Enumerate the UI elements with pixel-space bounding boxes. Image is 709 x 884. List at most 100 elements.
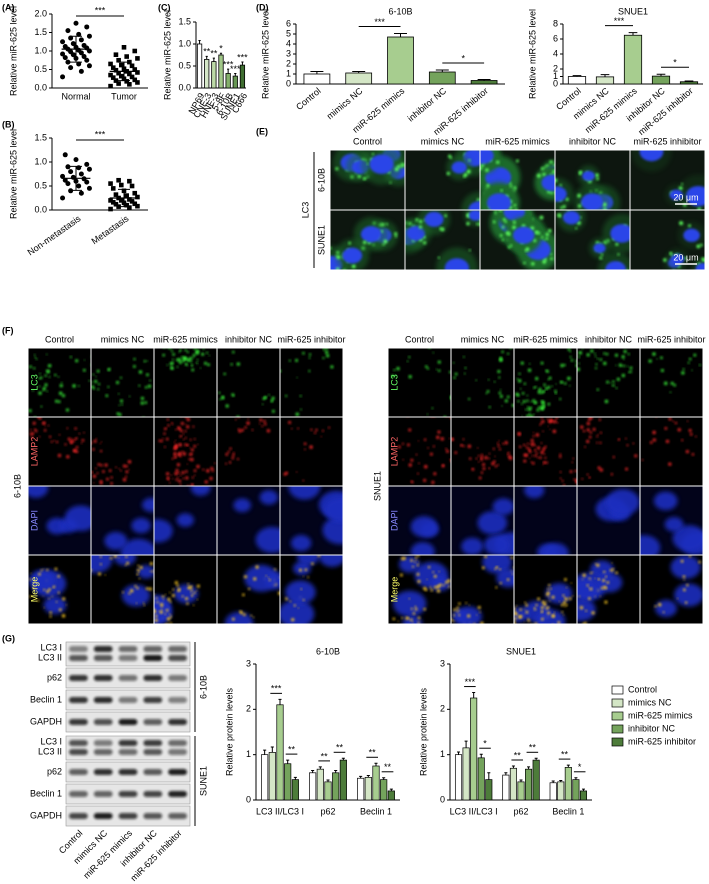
puncta bbox=[104, 463, 108, 467]
puncta bbox=[297, 427, 300, 430]
puncta bbox=[549, 428, 551, 431]
puncta bbox=[501, 225, 505, 229]
puncta bbox=[418, 225, 423, 229]
puncta bbox=[270, 400, 273, 403]
error-bar bbox=[566, 764, 570, 768]
error-bar bbox=[472, 692, 476, 698]
puncta bbox=[414, 556, 417, 558]
puncta bbox=[499, 568, 502, 571]
puncta bbox=[582, 429, 586, 433]
puncta bbox=[545, 634, 548, 637]
puncta bbox=[546, 588, 549, 591]
puncta bbox=[681, 371, 685, 375]
puncta bbox=[231, 634, 233, 636]
puncta bbox=[266, 429, 271, 433]
y-tick-label: 0 bbox=[286, 78, 291, 88]
y-tick-label: 0.0 bbox=[34, 82, 47, 92]
y-tick-label: 6 bbox=[286, 18, 291, 28]
puncta bbox=[119, 469, 122, 472]
puncta bbox=[669, 251, 673, 255]
puncta bbox=[547, 190, 551, 194]
puncta bbox=[484, 555, 487, 558]
puncta bbox=[438, 571, 440, 573]
puncta bbox=[623, 364, 626, 367]
puncta bbox=[75, 437, 78, 440]
puncta bbox=[486, 390, 490, 393]
blot-band bbox=[143, 791, 163, 797]
puncta bbox=[468, 397, 471, 401]
puncta bbox=[627, 353, 630, 356]
bar bbox=[462, 747, 470, 801]
puncta bbox=[467, 283, 470, 286]
data-point bbox=[78, 190, 84, 196]
micrograph-content bbox=[225, 417, 271, 465]
data-point bbox=[116, 70, 121, 76]
bar bbox=[509, 767, 517, 801]
puncta bbox=[77, 385, 80, 387]
puncta bbox=[233, 395, 235, 397]
blot-band bbox=[143, 719, 163, 725]
puncta bbox=[682, 575, 686, 578]
puncta bbox=[186, 463, 188, 465]
puncta bbox=[446, 171, 450, 176]
puncta bbox=[161, 605, 163, 608]
puncta bbox=[105, 394, 109, 397]
puncta bbox=[162, 598, 164, 601]
micrograph-background bbox=[91, 348, 154, 417]
puncta bbox=[42, 568, 45, 571]
puncta bbox=[40, 569, 43, 572]
puncta bbox=[660, 369, 664, 373]
puncta bbox=[196, 598, 199, 601]
bar bbox=[303, 73, 331, 85]
puncta bbox=[118, 557, 120, 559]
puncta bbox=[458, 602, 461, 606]
nucleus bbox=[244, 564, 279, 592]
bar bbox=[579, 790, 588, 801]
puncta bbox=[569, 385, 571, 387]
puncta bbox=[177, 345, 178, 346]
error-bar bbox=[293, 776, 297, 780]
puncta bbox=[555, 417, 558, 420]
puncta bbox=[527, 617, 529, 620]
puncta bbox=[175, 468, 179, 472]
puncta bbox=[137, 564, 140, 567]
micrograph bbox=[329, 209, 406, 271]
y-tick-label: 8 bbox=[553, 18, 558, 28]
puncta bbox=[603, 207, 607, 210]
chart-title: SNUE1 bbox=[618, 6, 648, 16]
puncta bbox=[499, 389, 502, 391]
micrograph-content bbox=[28, 353, 91, 417]
puncta bbox=[504, 441, 508, 445]
puncta bbox=[48, 364, 52, 368]
significance-label: ** bbox=[288, 744, 296, 754]
puncta bbox=[561, 611, 564, 614]
micrograph bbox=[576, 554, 641, 625]
micrograph bbox=[513, 347, 578, 418]
puncta bbox=[559, 455, 562, 459]
puncta bbox=[415, 453, 418, 456]
micrograph-content bbox=[451, 555, 514, 624]
puncta bbox=[73, 439, 76, 443]
data-point bbox=[132, 67, 138, 72]
bar bbox=[204, 59, 210, 89]
puncta bbox=[133, 357, 136, 361]
micrograph-content bbox=[280, 348, 334, 416]
puncta bbox=[441, 464, 445, 468]
puncta bbox=[99, 480, 103, 483]
error-bar bbox=[227, 68, 230, 74]
puncta bbox=[579, 216, 582, 219]
puncta bbox=[263, 419, 266, 423]
micrograph-background bbox=[514, 417, 577, 486]
puncta bbox=[411, 480, 414, 484]
nucleus bbox=[255, 526, 280, 553]
puncta bbox=[540, 422, 543, 425]
puncta bbox=[597, 466, 601, 470]
nucleus bbox=[483, 534, 510, 555]
puncta bbox=[452, 620, 455, 623]
puncta bbox=[166, 418, 169, 421]
puncta bbox=[397, 620, 399, 622]
puncta bbox=[599, 431, 602, 434]
micrograph bbox=[554, 149, 631, 211]
puncta bbox=[433, 586, 437, 589]
puncta bbox=[46, 370, 50, 374]
